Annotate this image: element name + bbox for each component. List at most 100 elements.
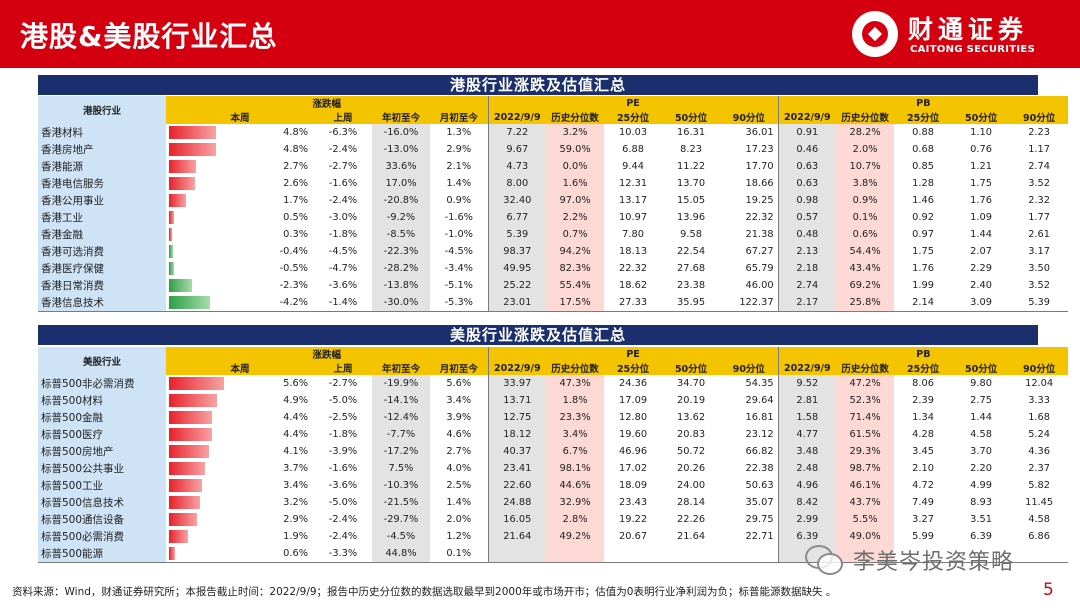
pe-p25: 6.88 bbox=[622, 144, 644, 155]
pb-hist-percentile: 0.6% bbox=[836, 226, 895, 243]
prev-week-change: -5.0% bbox=[328, 497, 358, 508]
pe-current: 23.41 bbox=[487, 460, 547, 477]
pb-p25: 8.06 bbox=[912, 378, 934, 389]
pb-current: 9.52 bbox=[777, 375, 837, 392]
pe-current: 22.60 bbox=[487, 477, 547, 494]
industry-name: 标普500金融 bbox=[38, 409, 166, 426]
table-row: 香港房地产 4.8% -2.4% -13.0% 2.9% 9.67 59.0% 6.88 8.2… bbox=[38, 141, 1068, 158]
week-change-bar bbox=[169, 245, 173, 258]
pb-current: 4.96 bbox=[777, 477, 837, 494]
pb-current: 2.81 bbox=[777, 392, 837, 409]
pb-hist-percentile: 25.8% bbox=[836, 294, 895, 312]
pe-p25: 18.09 bbox=[619, 480, 648, 491]
header-row-groups: 港股行业 涨跌幅 PE PB bbox=[38, 96, 1069, 124]
week-change-bar bbox=[169, 428, 213, 441]
industry-name: 香港材料 bbox=[38, 124, 166, 141]
week-change-bar-cell: 4.8% bbox=[166, 141, 314, 158]
mtd-change: 3.9% bbox=[446, 412, 472, 423]
header-pb-p25: 25分位 bbox=[894, 110, 953, 124]
pe-hist-percentile: 32.9% bbox=[546, 494, 605, 511]
header-pb-hist-pct: 历史分位数 bbox=[836, 361, 895, 375]
pb-p25: 1.46 bbox=[912, 195, 934, 206]
mtd-change: 2.0% bbox=[446, 514, 472, 525]
pe-p90: 18.66 bbox=[745, 178, 774, 189]
week-change-bar bbox=[169, 377, 224, 390]
pe-p50: 35.95 bbox=[662, 294, 721, 312]
pe-hist-percentile: 94.2% bbox=[546, 243, 605, 260]
pe-p90: 29.75 bbox=[745, 514, 774, 525]
pb-p25: 1.76 bbox=[912, 263, 934, 274]
mtd-change: 1.4% bbox=[446, 178, 472, 189]
week-change-bar-cell: 1.9% bbox=[166, 528, 314, 545]
pe-p25: 24.36 bbox=[619, 378, 648, 389]
ytd-change: -12.4% bbox=[372, 409, 430, 426]
pe-current: 12.75 bbox=[487, 409, 547, 426]
week-change-value: -2.3% bbox=[279, 280, 308, 291]
week-change-bar bbox=[169, 445, 210, 458]
header-pb-p25: 25分位 bbox=[894, 361, 953, 375]
ytd-change: -10.3% bbox=[372, 477, 430, 494]
pb-p25: 0.97 bbox=[912, 229, 934, 240]
pb-p25: 1.75 bbox=[912, 246, 934, 257]
pb-p90: 11.45 bbox=[1025, 497, 1054, 508]
pb-p50: 1.44 bbox=[970, 229, 992, 240]
week-change-value: 1.7% bbox=[283, 195, 308, 206]
table-row: 标普500通信设备 2.9% -2.4% -29.7% 2.0% 16.05 2.8% 19.… bbox=[38, 511, 1068, 528]
week-change-bar-cell: 0.5% bbox=[166, 209, 314, 226]
pb-current: 6.39 bbox=[777, 528, 837, 545]
week-change-bar bbox=[169, 177, 195, 190]
table-row: 标普500医疗 4.4% -1.8% -7.7% 4.6% 18.12 3.4% 19.60 2… bbox=[38, 426, 1068, 443]
logo-text-cn: 财通证券 bbox=[908, 15, 1029, 44]
pb-hist-percentile: 52.3% bbox=[836, 392, 895, 409]
pe-p90: 17.70 bbox=[745, 161, 774, 172]
week-change-bar-cell: 4.4% bbox=[166, 409, 314, 426]
week-change-bar-cell: 4.8% bbox=[166, 124, 314, 141]
week-change-bar-cell: 0.3% bbox=[166, 226, 314, 243]
week-change-bar bbox=[169, 160, 196, 173]
header-pb-p50: 50分位 bbox=[952, 110, 1011, 124]
mtd-change: -5.1% bbox=[444, 280, 473, 291]
mtd-change: 0.9% bbox=[446, 195, 472, 206]
header-pb-p90: 90分位 bbox=[1010, 110, 1069, 124]
pb-p25: 7.49 bbox=[912, 497, 934, 508]
pb-p50: 2.29 bbox=[970, 263, 992, 274]
pe-p25: 9.44 bbox=[622, 161, 644, 172]
pb-p50: 3.51 bbox=[970, 514, 992, 525]
week-change-bar bbox=[169, 228, 172, 241]
pe-hist-percentile: 82.3% bbox=[546, 260, 605, 277]
header-pb-p50: 50分位 bbox=[952, 361, 1011, 375]
pb-hist-percentile: 43.7% bbox=[836, 494, 895, 511]
pb-p50: 4.58 bbox=[970, 429, 992, 440]
pe-current: 40.37 bbox=[487, 443, 547, 460]
prev-week-change: -2.4% bbox=[328, 531, 358, 542]
table-row: 香港医疗保健 -0.5% -4.7% -28.2% -3.4% 49.95 82.3% 22.… bbox=[38, 260, 1068, 277]
industry-name: 标普500必需消费 bbox=[38, 528, 166, 545]
hk-industry-table: 港股行业 涨跌幅 PE PB 本周 上周 年初至今 月初至今 2022/9/9 历史分位数 25分位… bbox=[38, 96, 1069, 312]
pe-current: 32.40 bbox=[487, 192, 547, 209]
mtd-change: 2.1% bbox=[446, 161, 472, 172]
week-change-bar-cell: -2.3% bbox=[166, 277, 314, 294]
industry-name: 标普500信息技术 bbox=[38, 494, 166, 511]
header-pe-hist-pct: 历史分位数 bbox=[546, 110, 605, 124]
pb-p50: 8.93 bbox=[970, 497, 992, 508]
week-change-value: 4.8% bbox=[283, 144, 308, 155]
pb-p90: 1.77 bbox=[1028, 212, 1051, 223]
ytd-change: -20.8% bbox=[372, 192, 430, 209]
ytd-change: -21.5% bbox=[372, 494, 430, 511]
ytd-change: -9.2% bbox=[372, 209, 430, 226]
week-change-bar bbox=[169, 411, 213, 424]
pe-p50: 9.58 bbox=[680, 229, 702, 240]
pb-p90: 3.17 bbox=[1028, 246, 1051, 257]
pb-p50: 1.10 bbox=[970, 127, 992, 138]
pe-p50: 22.54 bbox=[677, 246, 706, 257]
pb-p90: 2.32 bbox=[1028, 195, 1051, 206]
prev-week-change: -2.4% bbox=[328, 195, 358, 206]
mtd-change: -1.0% bbox=[444, 229, 473, 240]
table-row: 标普500工业 3.4% -3.6% -10.3% 2.5% 22.60 44.6% 18.0… bbox=[38, 477, 1068, 494]
industry-name: 香港信息技术 bbox=[38, 294, 166, 312]
pe-p50: 8.23 bbox=[680, 144, 702, 155]
pb-p25: 4.28 bbox=[912, 429, 934, 440]
mtd-change: 3.4% bbox=[446, 395, 472, 406]
prev-week-change: -4.5% bbox=[328, 246, 358, 257]
header-pb-hist-pct: 历史分位数 bbox=[836, 110, 895, 124]
